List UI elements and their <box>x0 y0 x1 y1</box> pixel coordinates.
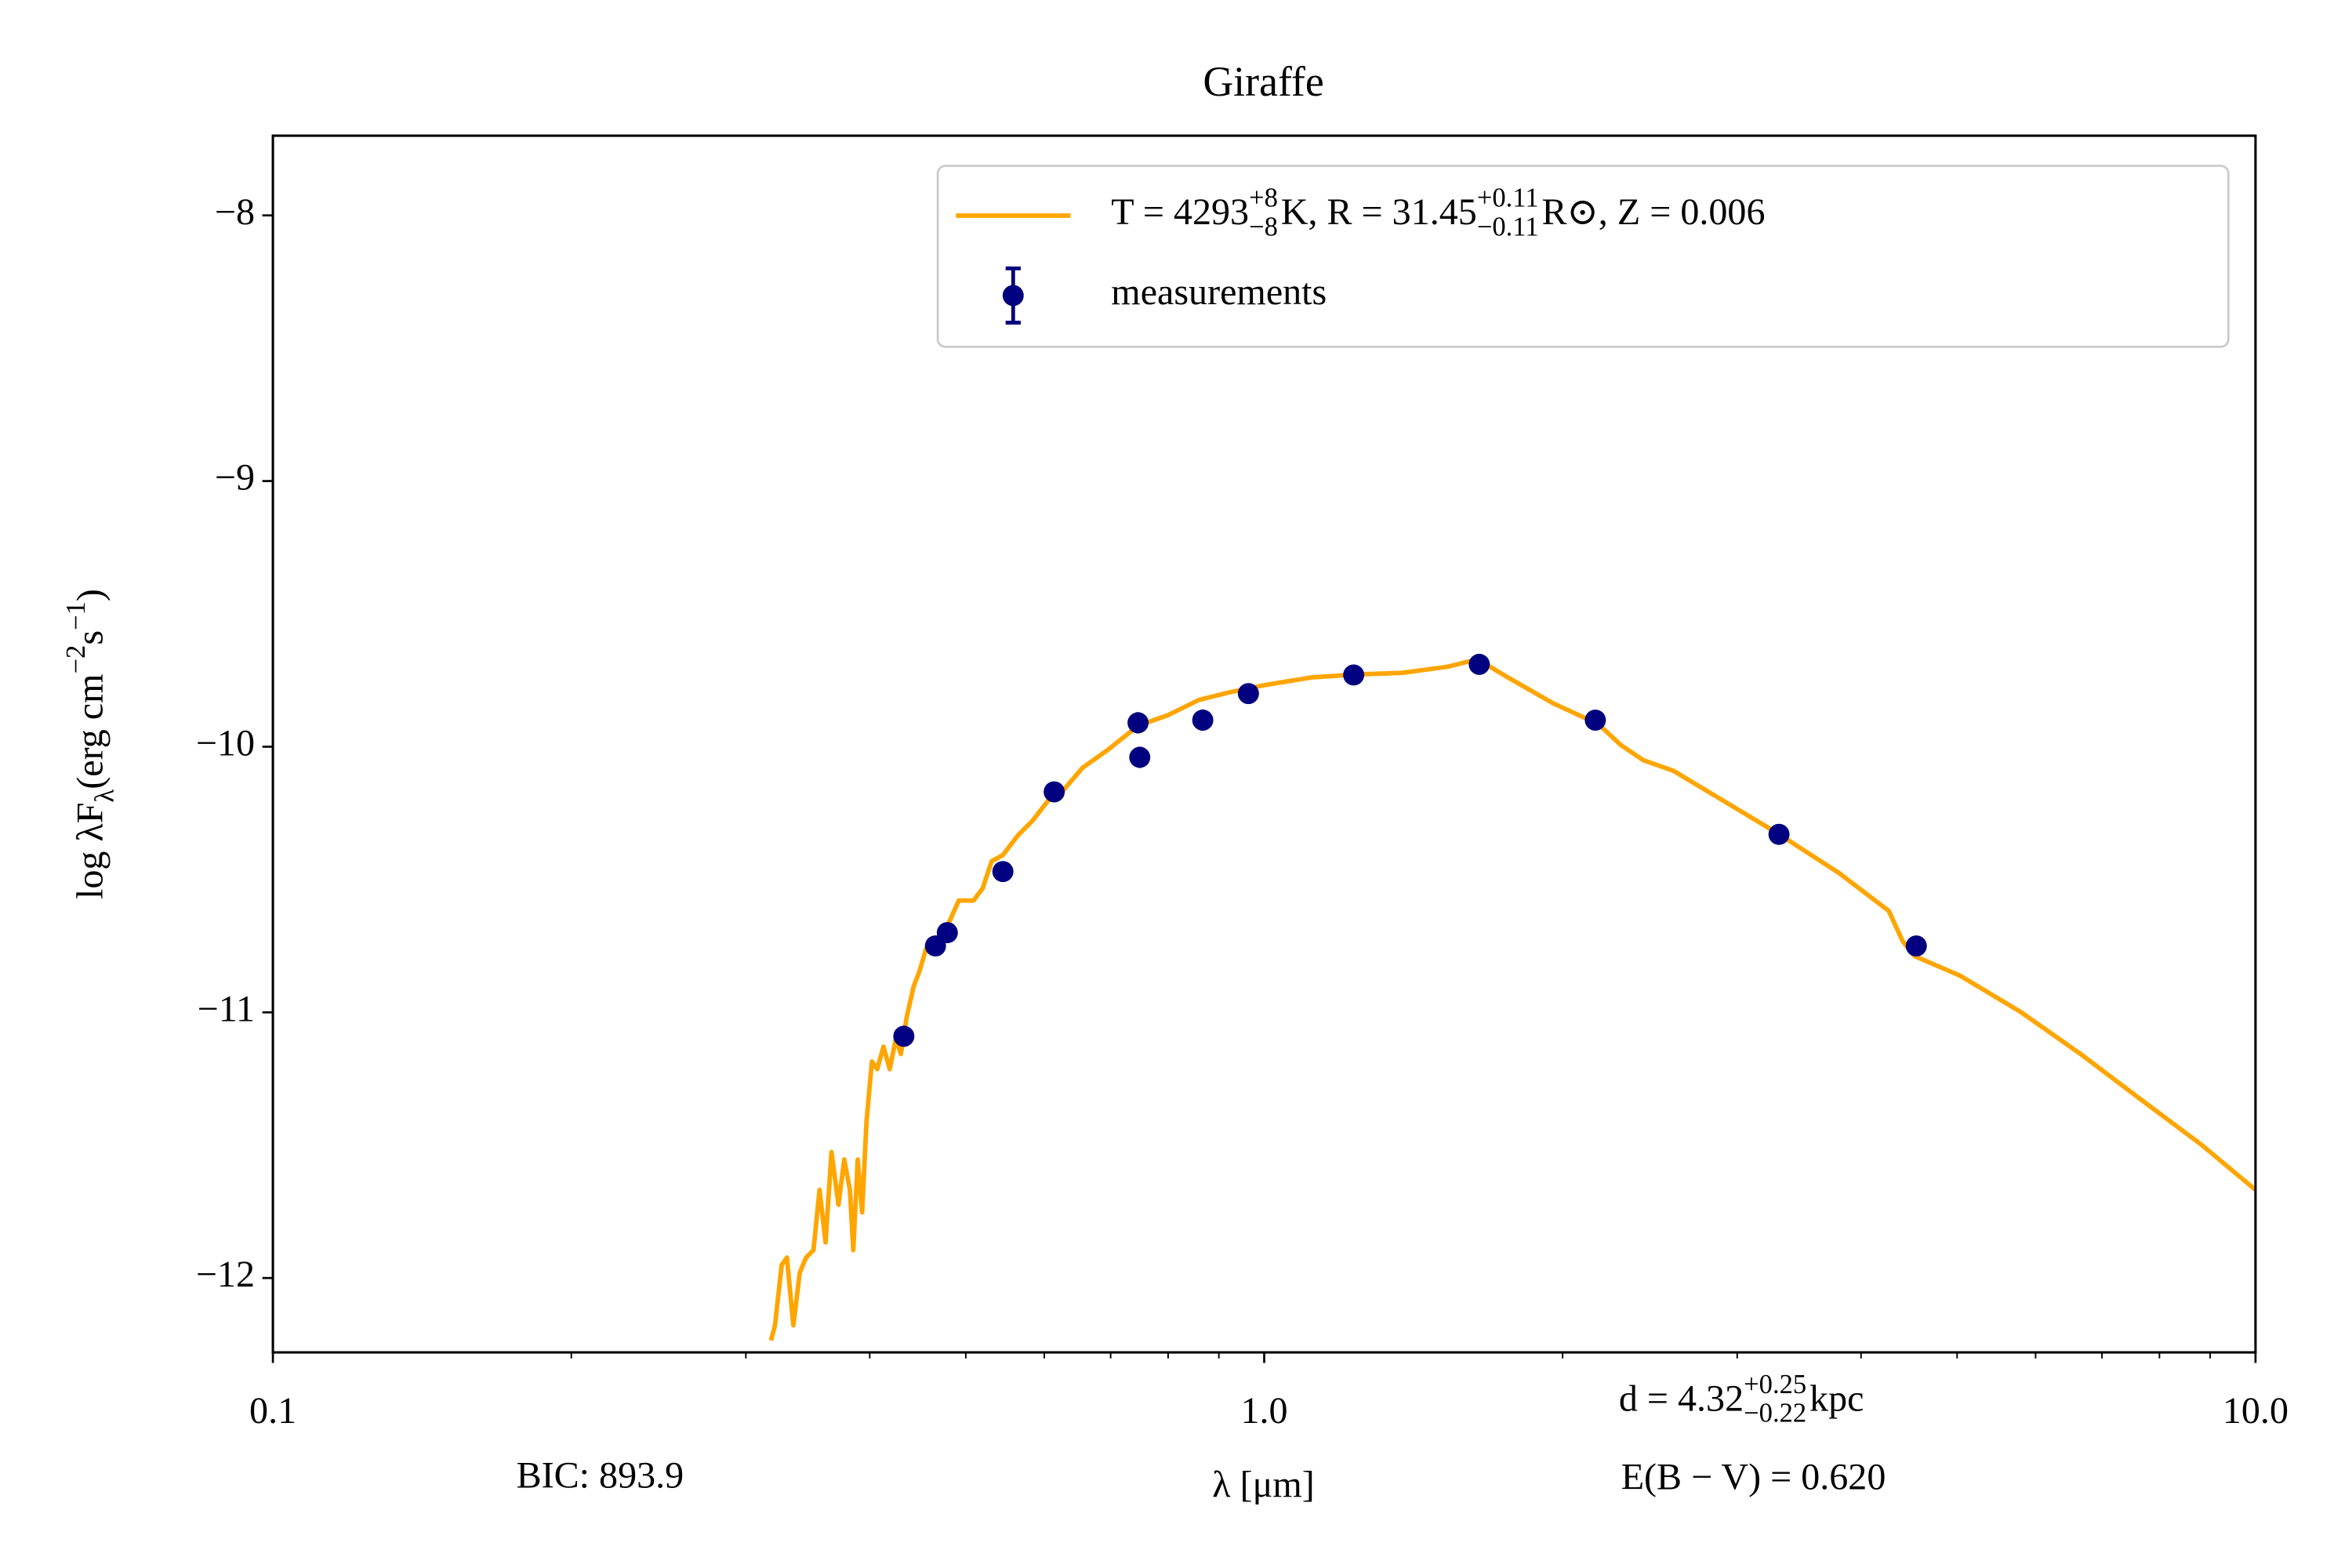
y-tick-label: −12 <box>196 1254 255 1295</box>
y-axis-label-part: s <box>69 630 111 645</box>
measurement-point <box>1584 710 1606 731</box>
chart-title: Giraffe <box>1203 58 1323 105</box>
y-axis-label: log λFλ (erg cm−2s−1) <box>61 589 120 899</box>
measurement-point <box>1192 710 1214 731</box>
distance-annotation-part: kpc <box>1809 1377 1864 1419</box>
measurement-point <box>992 861 1014 883</box>
legend-marker <box>1002 285 1024 307</box>
distance-annotation-part: d = 4.32 <box>1619 1377 1744 1419</box>
distance-annotation: d = 4.32 +0.25−0.22 kpc <box>1619 1370 1864 1428</box>
y-axis-label-part: −1 <box>61 601 91 630</box>
legend-label-part: T = 4293 <box>1111 191 1249 233</box>
measurement-point <box>1237 683 1259 705</box>
y-axis-label-part: ) <box>69 589 111 601</box>
y-axis-label-part: (erg cm <box>69 673 111 789</box>
legend-label: measurements <box>1111 271 1327 313</box>
distance-annotation-part: +0.25 <box>1744 1370 1806 1399</box>
measurement-point <box>1127 712 1149 734</box>
distance-annotation-part: −0.22 <box>1744 1399 1806 1428</box>
extinction-annotation: E(B − V) = 0.620 <box>1621 1456 1886 1497</box>
legend-label: T = 4293 +8−8 K, R = 31.45 +0.11−0.11 R⊙, … <box>1111 183 1765 242</box>
plot-area <box>768 653 2256 1341</box>
y-tick-label: −10 <box>196 722 255 764</box>
model-line <box>768 657 2256 1341</box>
y-axis-label-part: −2 <box>61 645 91 674</box>
y-tick-label: −9 <box>215 457 255 499</box>
bic-annotation: BIC: 893.9 <box>517 1455 684 1497</box>
legend-frame <box>936 165 2230 348</box>
measurement-point <box>1768 823 1790 845</box>
legend-label-part: −0.11 <box>1477 212 1539 241</box>
measurement-point <box>1343 664 1365 686</box>
legend-label-part: −8 <box>1249 212 1278 241</box>
y-axis-label-part: log λF <box>69 803 111 899</box>
legend-label-part: R⊙, Z = 0.006 <box>1541 191 1765 233</box>
x-tick-label: 1.0 <box>1240 1390 1287 1432</box>
x-axis-label: λ [μm] <box>1212 1464 1314 1505</box>
legend-label-part: +0.11 <box>1477 183 1539 213</box>
x-tick-label: 10.0 <box>2223 1390 2288 1432</box>
legend-label-part: measurements <box>1111 271 1327 313</box>
measurement-point <box>1468 653 1490 675</box>
y-axis-label-part: λ <box>89 789 119 803</box>
measurement-point <box>1044 781 1065 803</box>
measurement-point <box>893 1025 915 1047</box>
measurement-point <box>936 922 958 944</box>
y-tick-label: −8 <box>215 191 255 233</box>
legend-label-part: K, R = 31.45 <box>1281 191 1477 233</box>
y-tick-label: −11 <box>198 988 255 1029</box>
measurement-point <box>1129 746 1151 768</box>
legend-label-part: +8 <box>1249 183 1278 213</box>
x-tick-label: 0.1 <box>249 1390 296 1432</box>
measurement-point <box>1905 935 1927 957</box>
